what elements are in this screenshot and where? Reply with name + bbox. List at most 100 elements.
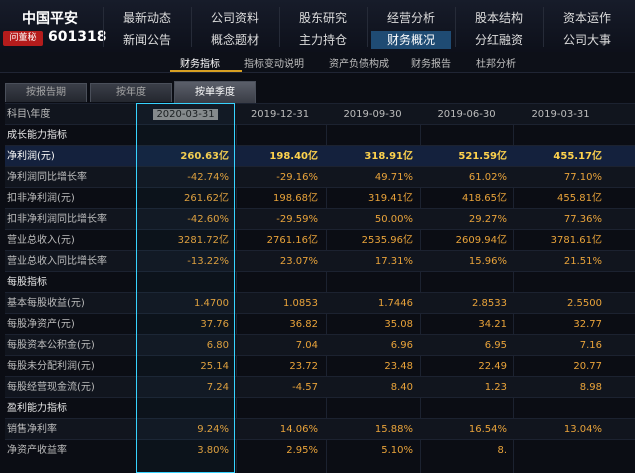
table-cell: 260.63亿 — [180, 151, 229, 162]
section-title: 盈利能力指标 — [7, 403, 67, 414]
table-cell: -13.22% — [187, 256, 229, 267]
table-row: 销售净利率 9.24% 14.06% 15.88% 16.54% 13.04% — [5, 418, 635, 440]
table-cell: 7.04 — [295, 340, 318, 351]
table-cell: 35.08 — [384, 319, 413, 330]
table-row: 每股资本公积金(元) 6.80 7.04 6.96 6.95 7.16 — [5, 334, 635, 356]
period-tab[interactable]: 按报告期 — [5, 83, 87, 102]
table-cell: 6.96 — [390, 340, 413, 351]
table-row: 净资产收益率 3.80% 2.95% 5.10% 8. — [5, 439, 635, 461]
column-divider — [236, 103, 237, 473]
table-cell: 1.7446 — [378, 298, 413, 309]
ask-secretary-button[interactable]: 问董秘 — [3, 31, 43, 46]
nav-item[interactable]: 主力持仓 — [298, 33, 347, 47]
row-label: 每股未分配利润(元) — [7, 361, 95, 372]
table-cell: 2609.94亿 — [455, 235, 507, 246]
column-divider — [513, 103, 514, 473]
column-divider — [326, 103, 327, 473]
table-cell: 14.06% — [279, 424, 318, 435]
table-cell: 13.04% — [563, 424, 602, 435]
section-title: 成长能力指标 — [7, 130, 67, 141]
table-row: 盈利能力指标 — [5, 397, 635, 419]
table-row: 成长能力指标 — [5, 124, 635, 146]
subnav-item[interactable]: 杜邦分析 — [476, 59, 516, 70]
table-cell: 23.07% — [279, 256, 318, 267]
table-cell: -42.60% — [187, 214, 229, 225]
nav-item[interactable]: 股本结构 — [474, 11, 523, 25]
nav-separator — [103, 7, 104, 47]
column-header[interactable]: 2019-06-30 — [420, 104, 513, 125]
selected-column-highlight — [136, 103, 235, 473]
table-cell: 3781.61亿 — [550, 235, 602, 246]
subnav-item[interactable]: 资产负债构成 — [329, 59, 389, 70]
table-cell: 2.95% — [286, 445, 318, 456]
active-subnav-underline — [170, 70, 242, 72]
table-cell: 8.98 — [579, 382, 602, 393]
row-label: 每股经营现金流(元) — [7, 382, 95, 393]
row-label: 基本每股收益(元) — [7, 298, 85, 309]
period-tab[interactable]: 按单季度 — [174, 81, 256, 103]
table-cell: 9.24% — [197, 424, 229, 435]
column-header[interactable]: 2019-12-31 — [236, 104, 324, 125]
table-corner-label: 科目\年度 — [7, 109, 51, 120]
column-divider — [420, 103, 421, 473]
table-cell: 21.51% — [563, 256, 602, 267]
table-row: 每股未分配利润(元) 25.14 23.72 23.48 22.49 20.77 — [5, 355, 635, 377]
column-date: 2020-03-31 — [153, 109, 218, 120]
nav-item[interactable]: 概念题材 — [210, 33, 259, 47]
table-cell: 1.4700 — [194, 298, 229, 309]
column-header[interactable]: 2019-09-30 — [326, 104, 419, 125]
table-cell: -42.74% — [187, 172, 229, 183]
stock-name: 中国平安 — [22, 11, 78, 27]
table-row: 基本每股收益(元) 1.4700 1.0853 1.7446 2.8533 2.5500 — [5, 292, 635, 314]
row-label: 净利润(元) — [7, 151, 55, 162]
table-cell: 5.10% — [381, 445, 413, 456]
table-cell: 50.00% — [374, 214, 413, 225]
table-cell: 1.23 — [484, 382, 507, 393]
subnav-item[interactable]: 指标变动说明 — [244, 59, 304, 70]
subnav-item[interactable]: 财务指标 — [180, 59, 220, 70]
table-cell: 6.80 — [206, 340, 229, 351]
table-cell: 7.16 — [579, 340, 602, 351]
table-cell: 15.96% — [468, 256, 507, 267]
table-cell: -29.59% — [276, 214, 318, 225]
nav-item[interactable]: 公司大事 — [562, 33, 611, 47]
table-row: 净利润(元) 260.63亿 198.40亿 318.91亿 521.59亿 455.17… — [5, 145, 635, 167]
column-header[interactable]: 2019-03-31 — [513, 104, 608, 125]
table-cell: 198.40亿 — [269, 151, 318, 162]
column-header[interactable]: 2020-03-31 — [136, 104, 235, 125]
row-label: 每股净资产(元) — [7, 319, 75, 330]
table-cell: 8.40 — [390, 382, 413, 393]
nav-item[interactable]: 财务概况 — [371, 31, 451, 49]
row-label: 营业总收入同比增长率 — [7, 256, 107, 267]
table-cell: 37.76 — [200, 319, 229, 330]
column-date: 2019-03-31 — [531, 109, 590, 120]
table-cell: 20.77 — [573, 361, 602, 372]
table-cell: 8. — [497, 445, 507, 456]
nav-separator — [367, 7, 368, 47]
section-title: 每股指标 — [7, 277, 47, 288]
nav-item[interactable]: 新闻公告 — [122, 33, 171, 47]
period-tab[interactable]: 按年度 — [90, 83, 172, 102]
table-cell: 23.72 — [289, 361, 318, 372]
sub-nav: 财务指标 指标变动说明 资产负债构成 财务报告 杜邦分析 — [0, 52, 635, 73]
period-tabs: 按报告期 按年度 按单季度 — [0, 79, 635, 103]
table-cell: 455.81亿 — [557, 193, 602, 204]
nav-item[interactable]: 公司资料 — [210, 11, 259, 25]
stock-header: 中国平安 问董秘 601318 最新动态 公司资料 股东研究 经营分析 股本结构 资本运作… — [0, 0, 635, 53]
nav-item[interactable]: 分红融资 — [474, 33, 523, 47]
nav-item[interactable]: 经营分析 — [386, 11, 435, 25]
nav-item[interactable]: 最新动态 — [122, 11, 171, 25]
subnav-item[interactable]: 财务报告 — [411, 59, 451, 70]
table-row: 科目\年度 2020-03-31 2019-12-31 2019-09-30 2019-… — [5, 103, 635, 125]
column-date: 2019-06-30 — [437, 109, 496, 120]
table-cell: 3281.72亿 — [177, 235, 229, 246]
nav-item[interactable]: 资本运作 — [562, 11, 611, 25]
nav-item[interactable]: 股东研究 — [298, 11, 347, 25]
row-label: 净资产收益率 — [7, 445, 67, 456]
table-cell: 2.8533 — [472, 298, 507, 309]
row-label: 营业总收入(元) — [7, 235, 75, 246]
stock-code: 601318 — [48, 29, 107, 45]
table-cell: 521.59亿 — [458, 151, 507, 162]
table-cell: 77.36% — [563, 214, 602, 225]
table-cell: 77.10% — [563, 172, 602, 183]
